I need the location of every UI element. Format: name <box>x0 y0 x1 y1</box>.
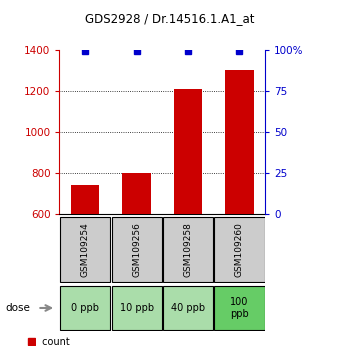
Text: 100
ppb: 100 ppb <box>230 297 249 319</box>
Bar <box>112 286 162 330</box>
Text: count: count <box>39 337 70 347</box>
Bar <box>112 217 162 282</box>
Bar <box>122 173 151 214</box>
Bar <box>60 286 110 330</box>
Text: 10 ppb: 10 ppb <box>120 303 154 313</box>
Bar <box>163 217 213 282</box>
Bar <box>225 70 254 214</box>
Bar <box>60 217 110 282</box>
Text: GSM109260: GSM109260 <box>235 222 244 277</box>
Text: 0 ppb: 0 ppb <box>71 303 99 313</box>
Text: GSM109256: GSM109256 <box>132 222 141 277</box>
Text: 40 ppb: 40 ppb <box>171 303 205 313</box>
Bar <box>28 338 35 345</box>
Text: GDS2928 / Dr.14516.1.A1_at: GDS2928 / Dr.14516.1.A1_at <box>85 12 255 25</box>
Text: dose: dose <box>5 303 30 313</box>
Bar <box>215 217 265 282</box>
Bar <box>215 286 265 330</box>
Text: GSM109254: GSM109254 <box>81 222 90 277</box>
Bar <box>163 286 213 330</box>
Text: GSM109258: GSM109258 <box>184 222 192 277</box>
Bar <box>71 185 99 214</box>
Bar <box>174 88 202 214</box>
